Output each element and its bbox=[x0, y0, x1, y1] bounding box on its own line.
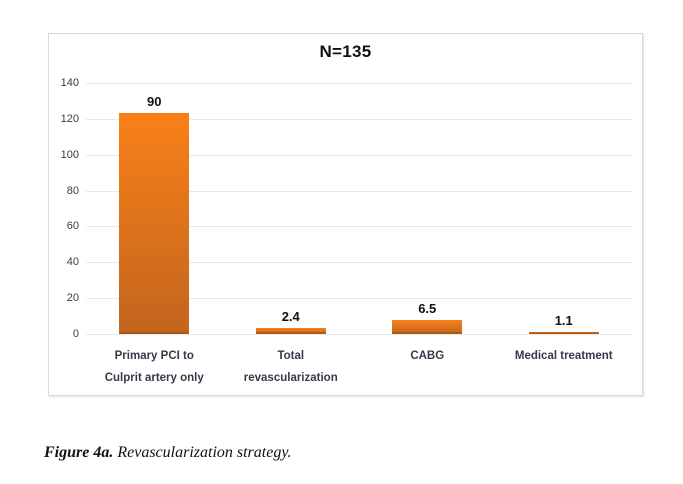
bar-primary-pci-to-culprit-artery-only bbox=[119, 113, 190, 334]
x-category-label-line: Total bbox=[277, 350, 305, 362]
gridline bbox=[86, 154, 632, 156]
bar-value-label: 1.1 bbox=[554, 312, 573, 328]
x-category-label-line: Medical treatment bbox=[514, 350, 613, 362]
y-tick-label: 40 bbox=[66, 256, 79, 269]
y-tick-label: 140 bbox=[60, 77, 79, 89]
gridline bbox=[86, 262, 632, 264]
gridline bbox=[86, 298, 632, 300]
bar-value-label: 6.5 bbox=[418, 301, 437, 317]
x-category-label: Primary PCI to Culprit artery only bbox=[69, 345, 239, 389]
bar-value-label: 90 bbox=[147, 94, 162, 110]
figure-caption-label: Figure 4a. bbox=[44, 444, 114, 461]
bar-cabg bbox=[392, 320, 463, 334]
y-tick-label: 0 bbox=[72, 328, 79, 340]
x-category-label: Total revascularization bbox=[206, 345, 376, 389]
x-category-label-line: CABG bbox=[410, 350, 445, 362]
gridline bbox=[86, 83, 632, 84]
bar-value-label: 2.4 bbox=[281, 309, 300, 325]
gridline bbox=[86, 226, 632, 228]
chart-title: N=135 bbox=[319, 42, 372, 61]
y-tick-label: 80 bbox=[66, 184, 79, 197]
x-category-label-line: Primary PCI to bbox=[114, 350, 194, 362]
x-category-label: CABG bbox=[342, 345, 512, 367]
figure-caption: Figure 4a. Revascularization strategy. bbox=[44, 444, 292, 462]
gridline bbox=[86, 334, 632, 335]
gridline bbox=[86, 190, 632, 192]
plot-area: 90 2.4 6.5 1.1 bbox=[86, 83, 632, 335]
figure-caption-text: Revascularization strategy. bbox=[113, 444, 292, 461]
chart-panel: N=135 90 2.4 6.5 1.1 0 20 40 60 80 100 120 140 Prim… bbox=[48, 33, 643, 396]
bar-medical-treatment bbox=[528, 331, 599, 334]
x-category-label-line: Culprit artery only bbox=[104, 372, 204, 384]
y-tick-label: 120 bbox=[60, 112, 79, 125]
x-category-label-line: revascularization bbox=[243, 372, 338, 384]
y-tick-label: 60 bbox=[66, 220, 79, 233]
y-tick-label: 20 bbox=[66, 292, 79, 305]
y-tick-label: 100 bbox=[60, 148, 79, 161]
bar-total-revascularization bbox=[255, 328, 326, 334]
x-category-label: Medical treatment bbox=[479, 345, 649, 367]
gridline bbox=[86, 118, 632, 120]
